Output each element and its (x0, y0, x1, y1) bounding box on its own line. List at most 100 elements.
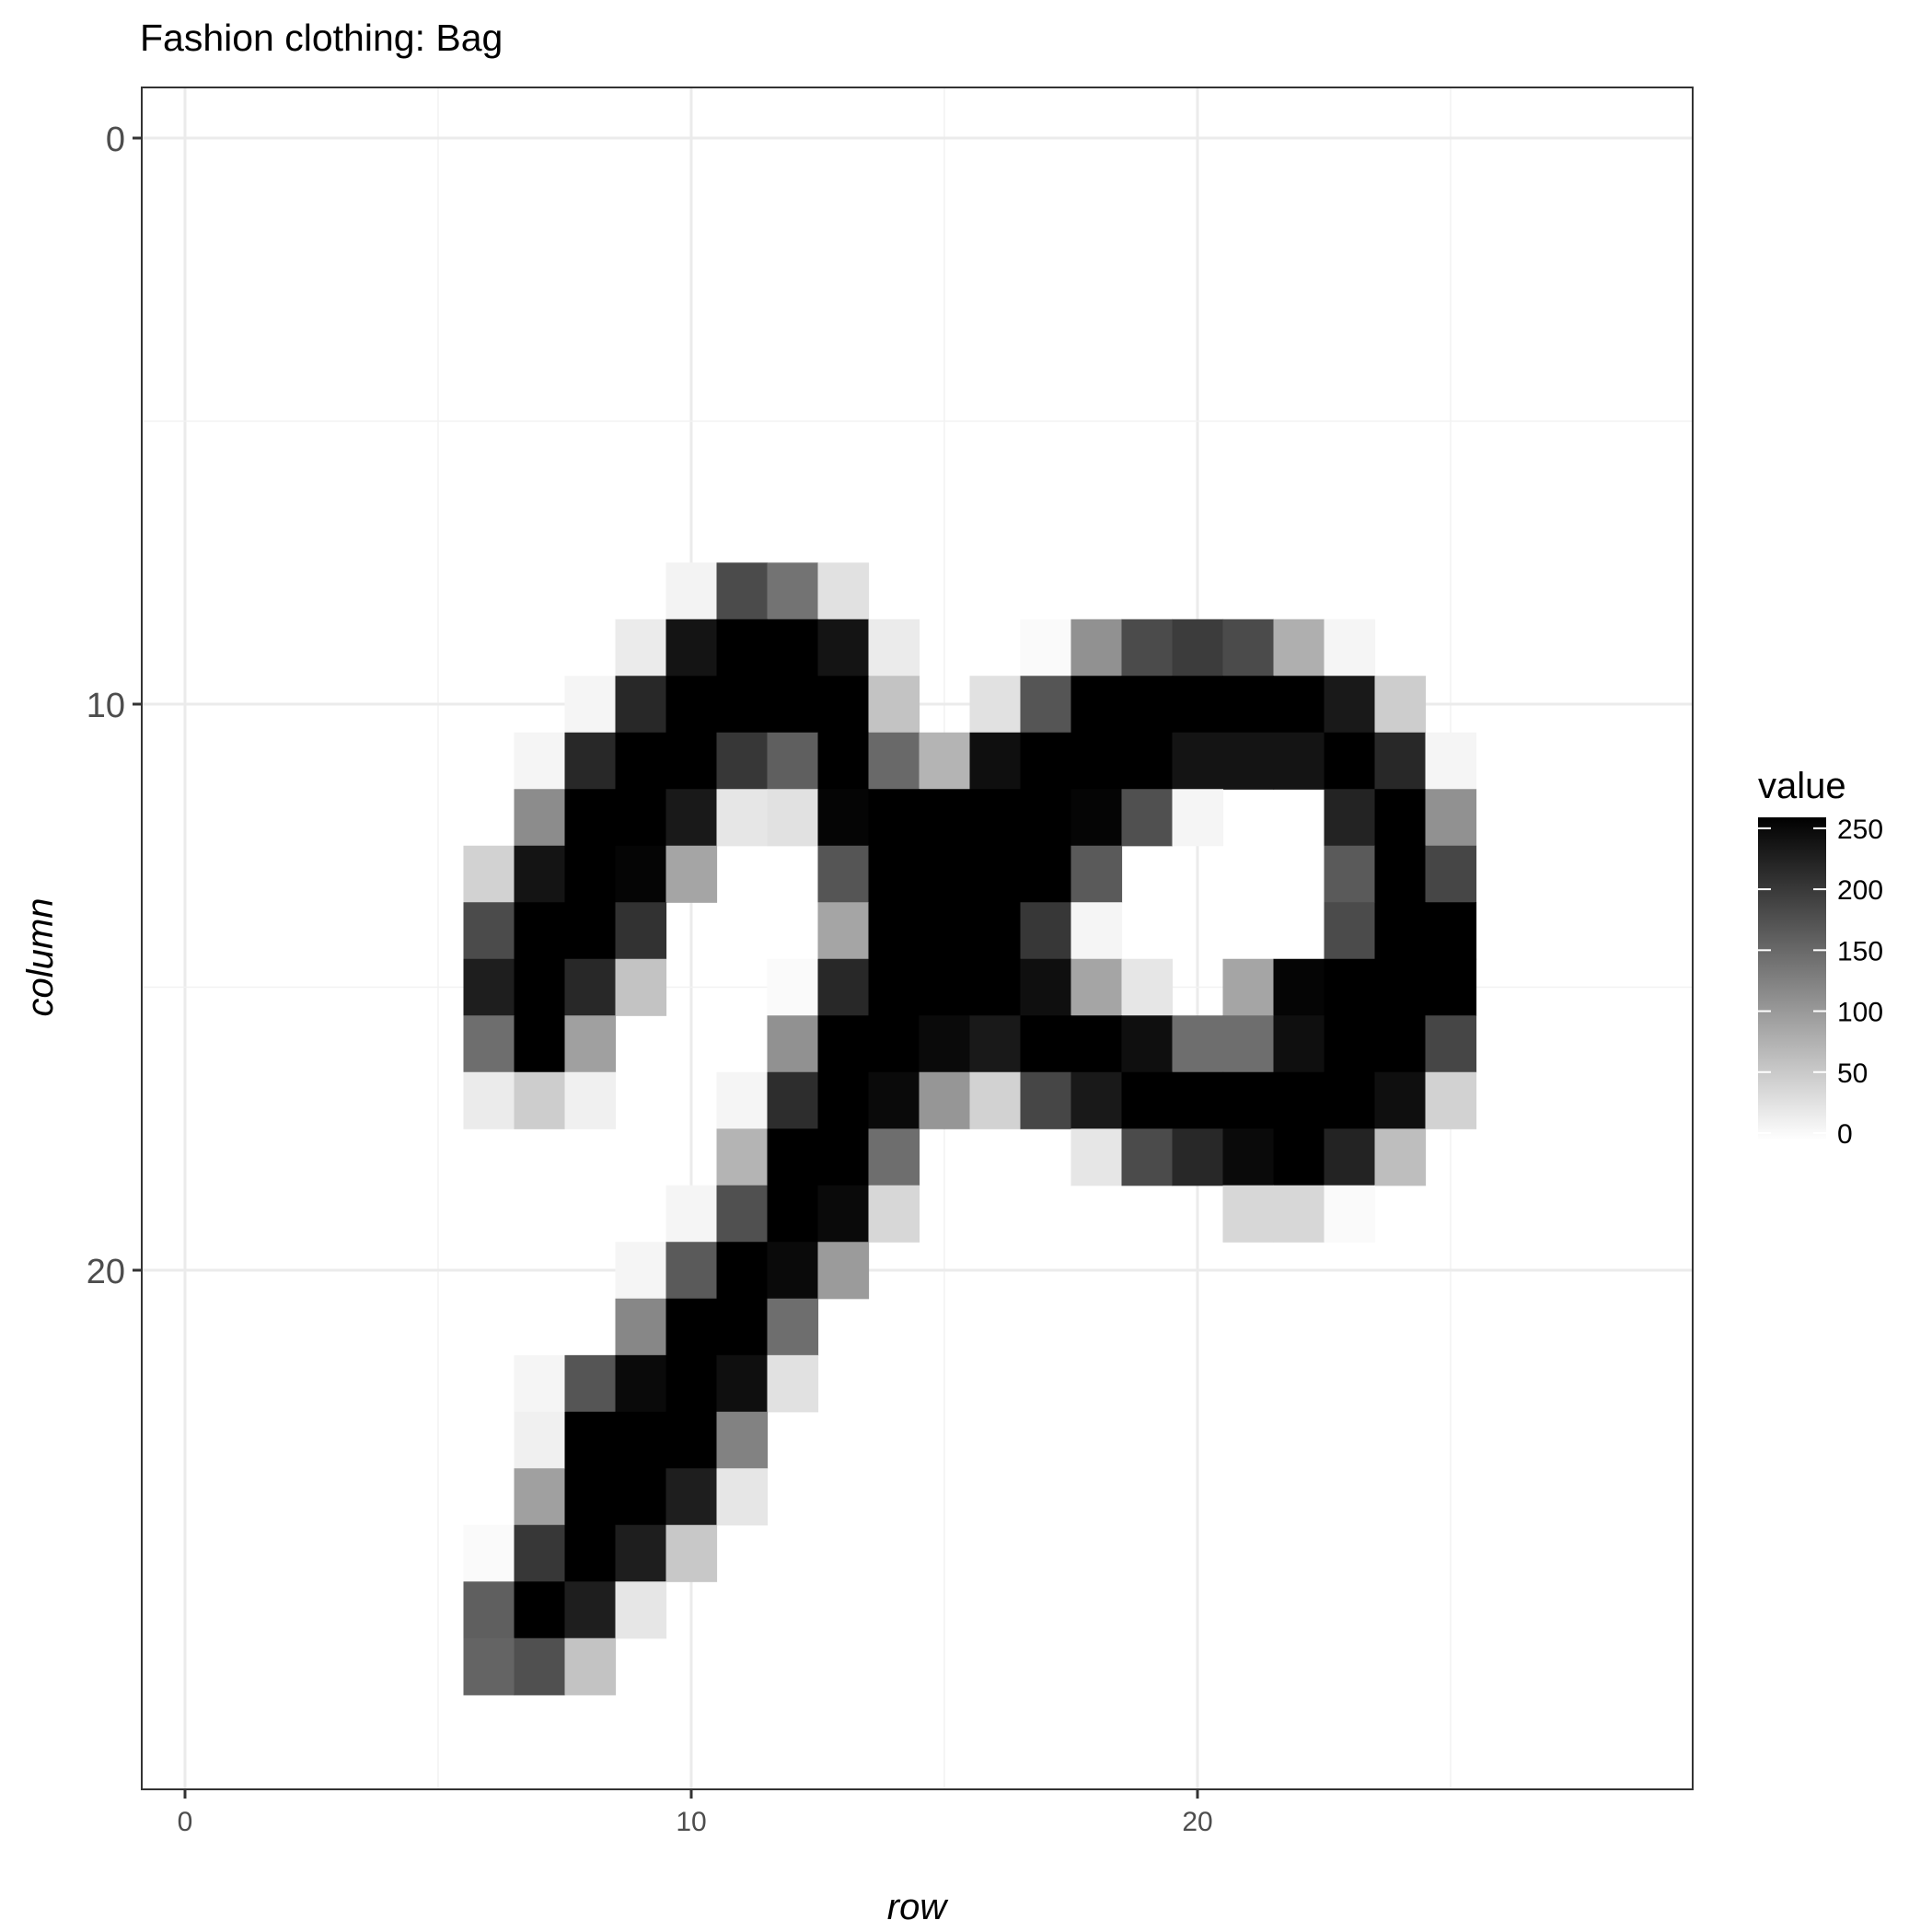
y-axis-label: column (20, 898, 61, 1017)
heatmap-cell (1374, 845, 1427, 903)
heatmap-cell (665, 1298, 718, 1356)
heatmap-cell (1121, 1015, 1174, 1073)
heatmap-cell (1172, 1071, 1224, 1129)
heatmap-cell (1324, 619, 1376, 677)
heatmap-cell (1070, 619, 1123, 677)
heatmap-cell (767, 958, 819, 1016)
heatmap-cell (1222, 1128, 1275, 1186)
heatmap-cell (868, 1185, 920, 1243)
heatmap-cell (564, 1411, 617, 1469)
heatmap-cell (1222, 732, 1275, 790)
heatmap-cell (615, 1524, 667, 1582)
heatmap-cell (514, 1411, 566, 1469)
heatmap-cell (514, 732, 566, 790)
x-tick-label: 20 (1182, 1807, 1212, 1837)
heatmap-cell (615, 732, 667, 790)
heatmap-cell (564, 1468, 617, 1526)
heatmap-cell (1172, 619, 1224, 677)
heatmap-cell (817, 732, 870, 790)
y-tick-label: 20 (87, 1253, 125, 1291)
heatmap-cell (969, 789, 1022, 847)
heatmap-cell (716, 1355, 769, 1413)
heatmap-cell (1222, 619, 1275, 677)
heatmap-cell (969, 1071, 1022, 1129)
heatmap-cell (1425, 958, 1477, 1016)
heatmap-cell (1172, 1128, 1224, 1186)
heatmap-cell (767, 732, 819, 790)
x-axis-label: row (887, 1887, 950, 1927)
heatmap-cell (514, 958, 566, 1016)
heatmap-cell (463, 1071, 515, 1129)
heatmap-cell (919, 732, 971, 790)
heatmap-cell (1121, 1071, 1174, 1129)
heatmap-cell (817, 958, 870, 1016)
heatmap-cell (665, 676, 718, 734)
x-tick-label: 0 (178, 1807, 193, 1837)
heatmap-cell (1273, 1071, 1325, 1129)
heatmap-cell (1121, 732, 1174, 790)
legend-ticks: 0 50 100 150 200 250 (1758, 815, 1883, 1150)
legend-tick-label: 150 (1837, 936, 1883, 966)
heatmap-cell (716, 1071, 769, 1129)
heatmap-cell (564, 732, 617, 790)
heatmap-cell (969, 958, 1022, 1016)
heatmap-cell (1273, 1015, 1325, 1073)
heatmap-cell (868, 1071, 920, 1129)
heatmap-cell (1070, 732, 1123, 790)
heatmap-cell (1121, 958, 1174, 1016)
heatmap-cell (665, 1355, 718, 1413)
heatmap-cell (817, 619, 870, 677)
legend-tick-label: 200 (1837, 875, 1883, 906)
heatmap-cell (919, 789, 971, 847)
heatmap-cell (463, 958, 515, 1016)
heatmap-cell (1222, 1185, 1275, 1243)
y-axis: 0 10 20 (87, 121, 142, 1291)
heatmap-cell (665, 1524, 718, 1582)
heatmap-cell (1273, 1128, 1325, 1186)
heatmap-cell (564, 1524, 617, 1582)
heatmap-cell (919, 1015, 971, 1073)
heatmap-cell (564, 1071, 617, 1129)
heatmap-cell (716, 1242, 769, 1300)
heatmap-cell (615, 845, 667, 903)
heatmap-cell (767, 1015, 819, 1073)
heatmap-cell (1324, 789, 1376, 847)
heatmap-cell (665, 1411, 718, 1469)
heatmap-cell (817, 676, 870, 734)
heatmap-cell (817, 562, 870, 620)
heatmap-cell (868, 619, 920, 677)
heatmap-cell (564, 1637, 617, 1695)
heatmap-cell (1425, 845, 1477, 903)
heatmap-cell (817, 1071, 870, 1129)
heatmap-cell (1374, 902, 1427, 960)
heatmap-cell (1222, 1015, 1275, 1073)
heatmap-cell (665, 619, 718, 677)
legend-title: value (1758, 766, 1846, 806)
heatmap-cell (1020, 732, 1072, 790)
heatmap-cell (665, 562, 718, 620)
heatmap-cell (1374, 676, 1427, 734)
heatmap-cell (1020, 845, 1072, 903)
heatmap-cell (817, 845, 870, 903)
heatmap-cell (868, 789, 920, 847)
heatmap-cell (463, 1015, 515, 1073)
heatmap-cell (1374, 1071, 1427, 1129)
heatmap-cell (716, 1298, 769, 1356)
heatmap-cell (1070, 789, 1123, 847)
heatmap-cell (817, 1128, 870, 1186)
heatmap-cell (665, 789, 718, 847)
heatmap-cell (1324, 1071, 1376, 1129)
heatmap-cell (615, 1355, 667, 1413)
heatmap-cell (919, 902, 971, 960)
heatmap-cell (564, 676, 617, 734)
heatmap-cell (1070, 676, 1123, 734)
y-tick-label: 0 (106, 121, 125, 159)
heatmap-cell (615, 619, 667, 677)
heatmap-cell (463, 1524, 515, 1582)
heatmap-cell (1273, 732, 1325, 790)
heatmap-cell (969, 1015, 1022, 1073)
chart-title: Fashion clothing: Bag (140, 17, 503, 59)
heatmap-cell (1070, 958, 1123, 1016)
heatmap-cell (767, 1298, 819, 1356)
heatmap-cell (868, 1015, 920, 1073)
